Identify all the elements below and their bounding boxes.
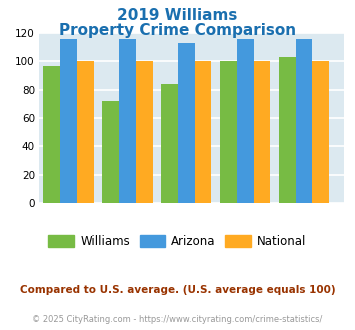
Bar bbox=[60, 39, 77, 203]
Bar bbox=[279, 57, 296, 203]
Bar bbox=[312, 61, 329, 203]
Bar bbox=[237, 39, 253, 203]
Bar bbox=[102, 101, 119, 203]
Bar bbox=[136, 61, 153, 203]
Bar bbox=[178, 43, 195, 203]
Bar bbox=[195, 61, 212, 203]
Bar bbox=[296, 39, 312, 203]
Bar bbox=[77, 61, 94, 203]
Text: Compared to U.S. average. (U.S. average equals 100): Compared to U.S. average. (U.S. average … bbox=[20, 285, 335, 295]
Bar bbox=[220, 61, 237, 203]
Bar bbox=[43, 66, 60, 203]
Text: Property Crime Comparison: Property Crime Comparison bbox=[59, 23, 296, 38]
Bar bbox=[119, 39, 136, 203]
Text: 2019 Williams: 2019 Williams bbox=[117, 8, 238, 23]
Legend: Williams, Arizona, National: Williams, Arizona, National bbox=[44, 231, 311, 253]
Text: © 2025 CityRating.com - https://www.cityrating.com/crime-statistics/: © 2025 CityRating.com - https://www.city… bbox=[32, 315, 323, 324]
Bar bbox=[161, 84, 178, 203]
Bar bbox=[253, 61, 271, 203]
